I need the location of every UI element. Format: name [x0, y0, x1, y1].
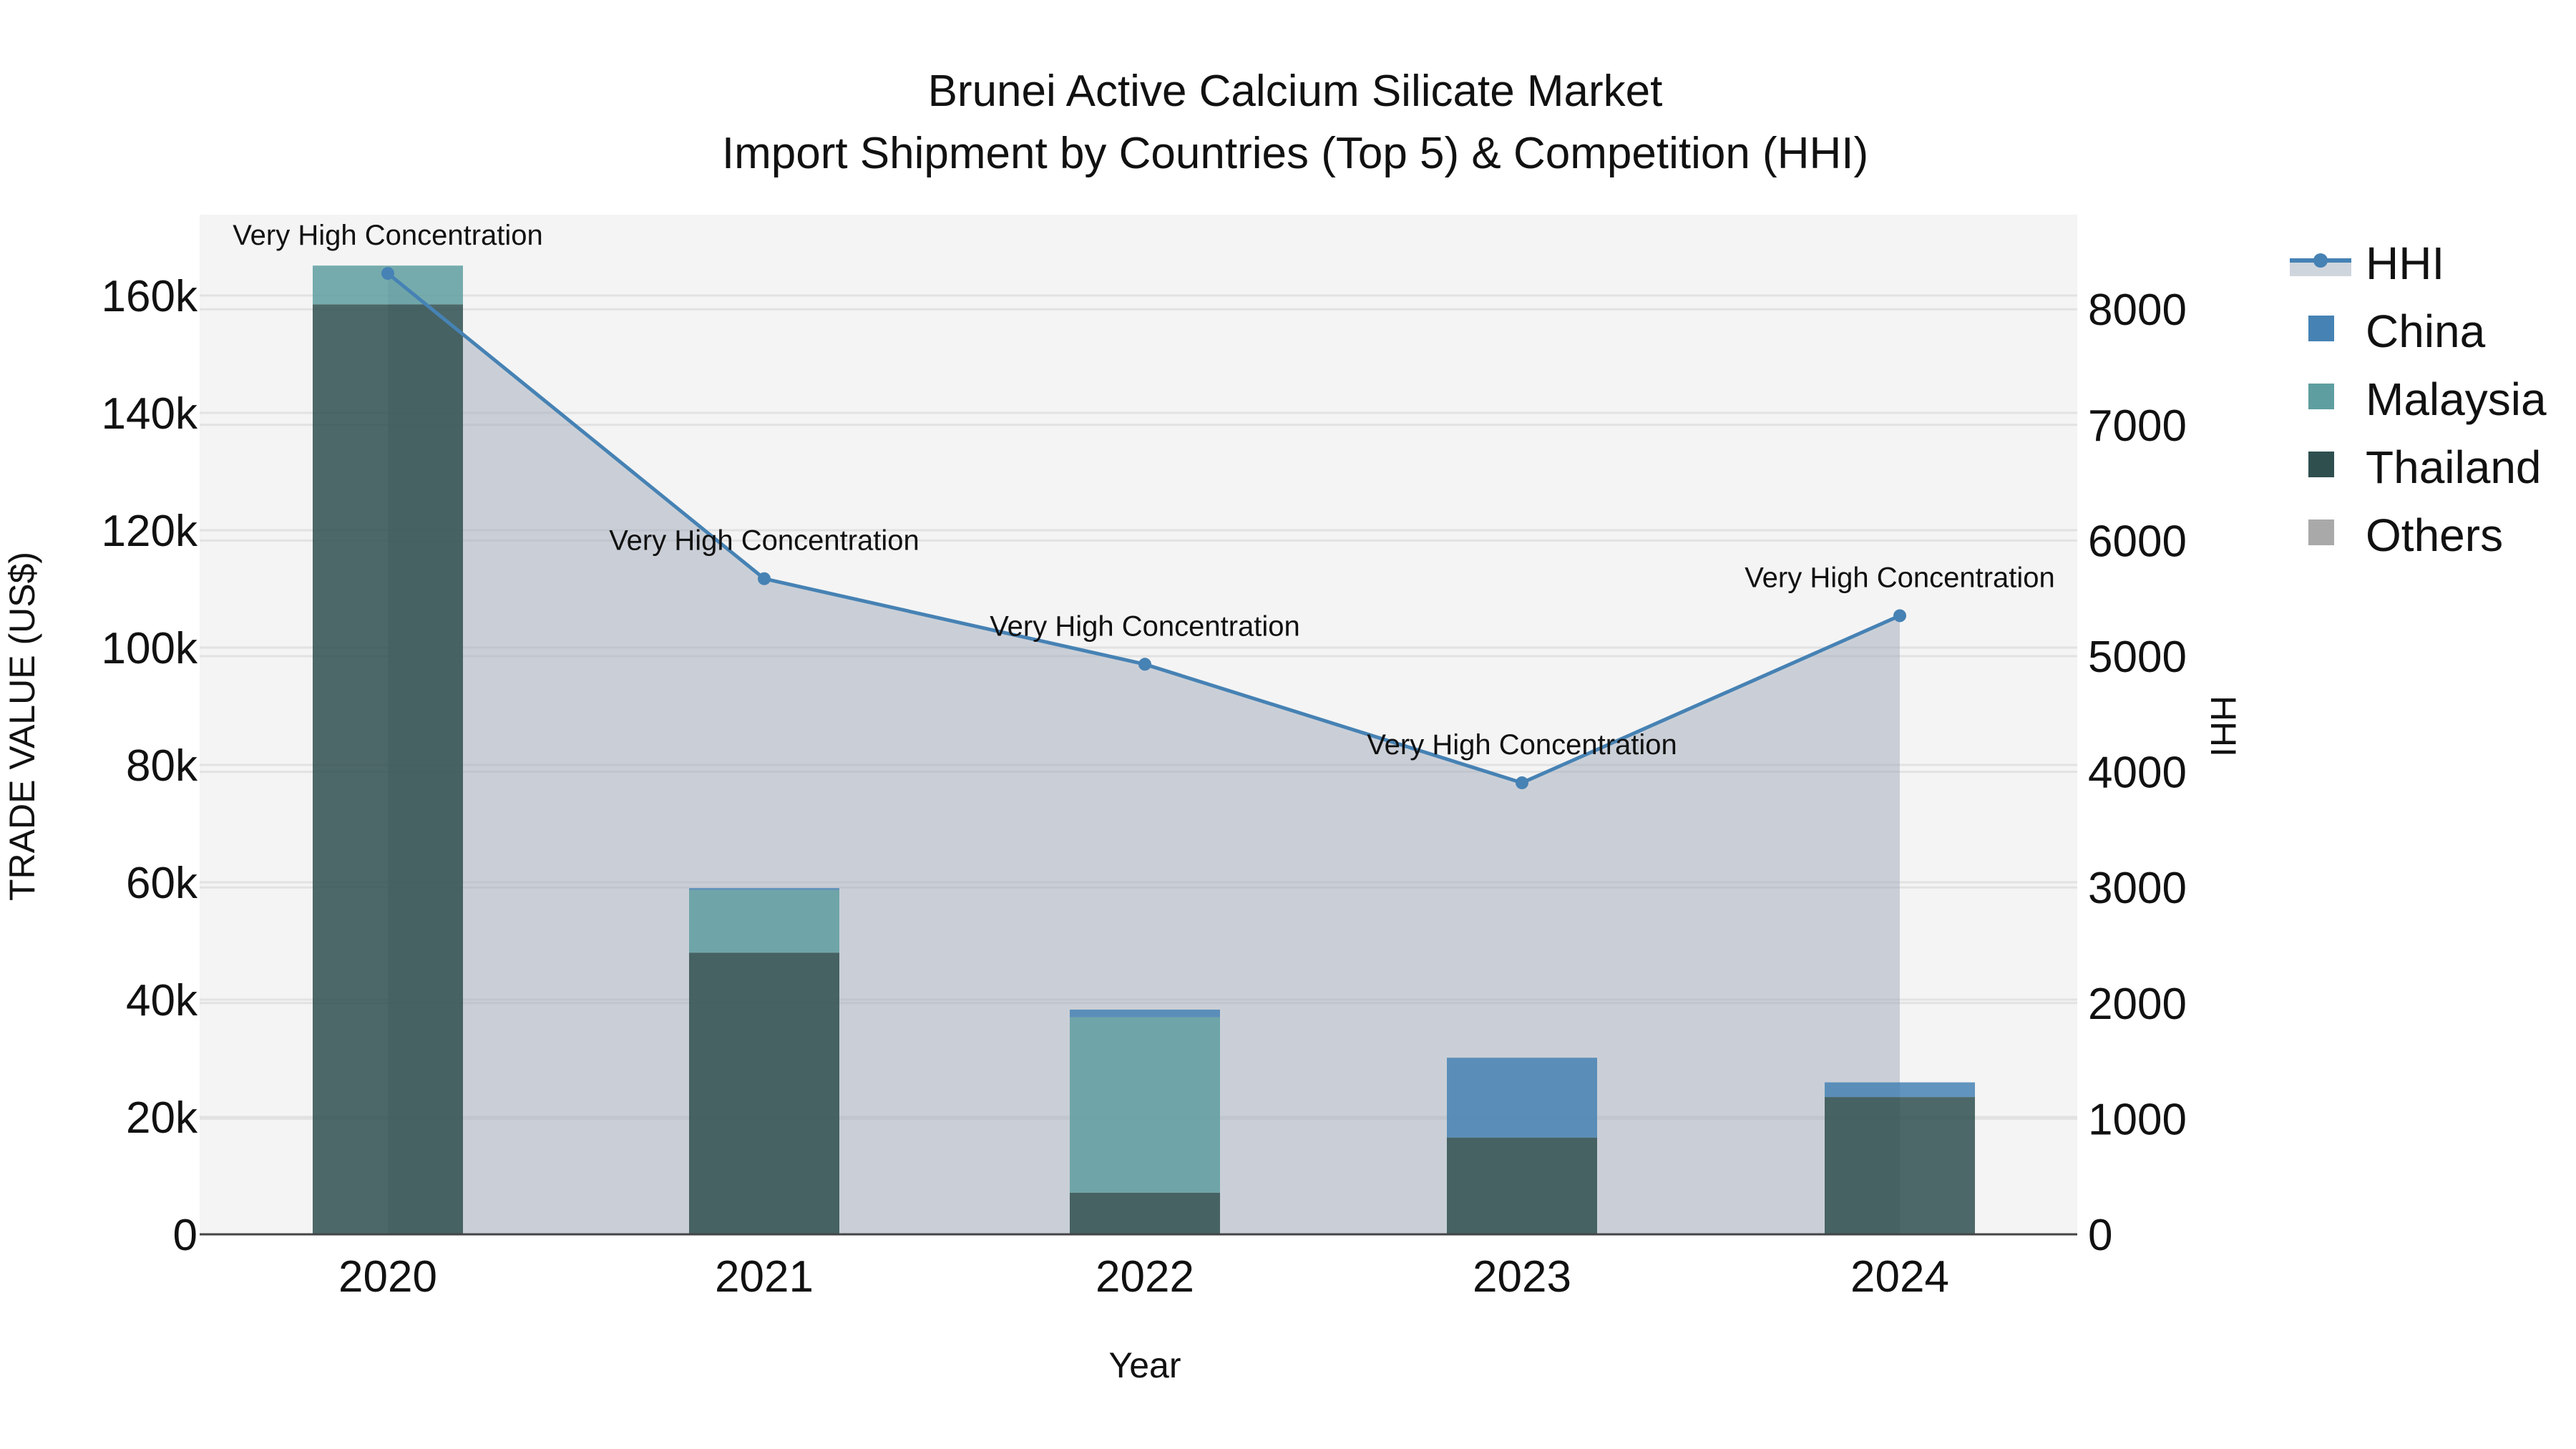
- legend-item-hhi[interactable]: HHI: [2290, 238, 2444, 289]
- bar-china-2021: [689, 888, 839, 890]
- bar-china-2024: [1825, 1082, 1975, 1098]
- y-left-tick-label: 100k: [102, 624, 198, 673]
- bar-china-2022: [1070, 1009, 1220, 1018]
- y-left-axis-title: TRADE VALUE (US$): [2, 552, 42, 901]
- hhi-marker: [758, 572, 771, 585]
- y-right-axis-title: HHI: [2203, 696, 2243, 757]
- y-right-tick-label: 5000: [2088, 633, 2187, 682]
- bar-china-2023: [1447, 1058, 1597, 1138]
- hhi-line-series: [381, 267, 1906, 789]
- hhi-marker: [1516, 776, 1528, 789]
- y-right-tick-label: 6000: [2088, 517, 2187, 566]
- y-right-axis-ticks: 0 1000 2000 3000 4000 5000 6000 7000 8000: [2088, 286, 2187, 1260]
- y-left-tick-label: 0: [173, 1211, 197, 1260]
- x-tick-label: 2022: [1096, 1252, 1194, 1302]
- y-right-tick-label: 3000: [2088, 864, 2187, 913]
- hhi-marker: [1138, 658, 1151, 671]
- hhi-marker: [381, 267, 394, 280]
- bar-thailand-2020: [313, 304, 463, 1234]
- annotation-label: Very High Concentration: [609, 525, 919, 557]
- legend-label: HHI: [2366, 238, 2444, 289]
- y-right-tick-label: 0: [2088, 1211, 2112, 1260]
- bar-series: [313, 265, 1975, 1234]
- legend-swatch-icon: [2308, 384, 2334, 409]
- annotation-label: Very High Concentration: [1745, 562, 2055, 593]
- y-left-tick-label: 60k: [126, 859, 198, 908]
- legend: HHI China Malaysia Thailand Others: [2290, 238, 2547, 561]
- x-tick-label: 2020: [338, 1252, 437, 1302]
- legend-swatch-icon: [2308, 316, 2334, 341]
- y-right-tick-label: 7000: [2088, 401, 2187, 451]
- bar-malaysia-2022: [1070, 1017, 1220, 1193]
- legend-label: China: [2366, 306, 2486, 357]
- bar-malaysia-2021: [689, 889, 839, 953]
- y-right-tick-label: 2000: [2088, 980, 2187, 1029]
- legend-swatch-icon: [2308, 519, 2334, 545]
- hhi-legend-marker-icon: [2313, 253, 2328, 268]
- legend-item-malaysia[interactable]: Malaysia: [2308, 374, 2547, 425]
- legend-item-others[interactable]: Others: [2308, 509, 2503, 561]
- legend-label: Others: [2366, 509, 2503, 561]
- annotations: Very High Concentration Very High Concent…: [233, 220, 2055, 761]
- y-left-tick-label: 20k: [126, 1093, 198, 1143]
- annotation-label: Very High Concentration: [1367, 729, 1677, 761]
- chart-title-line1: Brunei Active Calcium Silicate Market: [928, 67, 1663, 116]
- hhi-legend-fill-icon: [2290, 262, 2351, 276]
- y-left-tick-label: 160k: [102, 272, 198, 321]
- y-left-tick-label: 80k: [126, 741, 198, 791]
- x-tick-label: 2023: [1473, 1252, 1571, 1302]
- legend-swatch-icon: [2308, 452, 2334, 477]
- chart-title-line2: Import Shipment by Countries (Top 5) & C…: [722, 129, 1868, 178]
- x-axis-ticks: 2020 2021 2022 2023 2024: [338, 1252, 1949, 1302]
- hhi-marker: [1893, 609, 1906, 623]
- bar-thailand-2022: [1070, 1192, 1220, 1234]
- y-left-tick-label: 120k: [102, 507, 198, 556]
- legend-label: Malaysia: [2366, 374, 2547, 425]
- bar-thailand-2024: [1825, 1097, 1975, 1234]
- annotation-label: Very High Concentration: [990, 610, 1300, 642]
- legend-item-china[interactable]: China: [2308, 306, 2486, 357]
- y-left-tick-label: 140k: [102, 389, 198, 439]
- x-axis-title: Year: [1108, 1345, 1181, 1385]
- y-right-tick-label: 1000: [2088, 1095, 2187, 1144]
- bar-thailand-2023: [1447, 1137, 1597, 1234]
- y-right-tick-label: 8000: [2088, 286, 2187, 335]
- legend-item-thailand[interactable]: Thailand: [2308, 441, 2542, 493]
- y-right-tick-label: 4000: [2088, 748, 2187, 798]
- y-left-tick-label: 40k: [126, 976, 198, 1025]
- legend-label: Thailand: [2366, 441, 2542, 493]
- bar-thailand-2021: [689, 952, 839, 1234]
- x-tick-label: 2021: [715, 1252, 814, 1302]
- y-left-axis-ticks: 0 20k 40k 60k 80k 100k 120k 140k 160k: [102, 272, 198, 1260]
- x-tick-label: 2024: [1850, 1252, 1949, 1302]
- annotation-label: Very High Concentration: [233, 220, 543, 251]
